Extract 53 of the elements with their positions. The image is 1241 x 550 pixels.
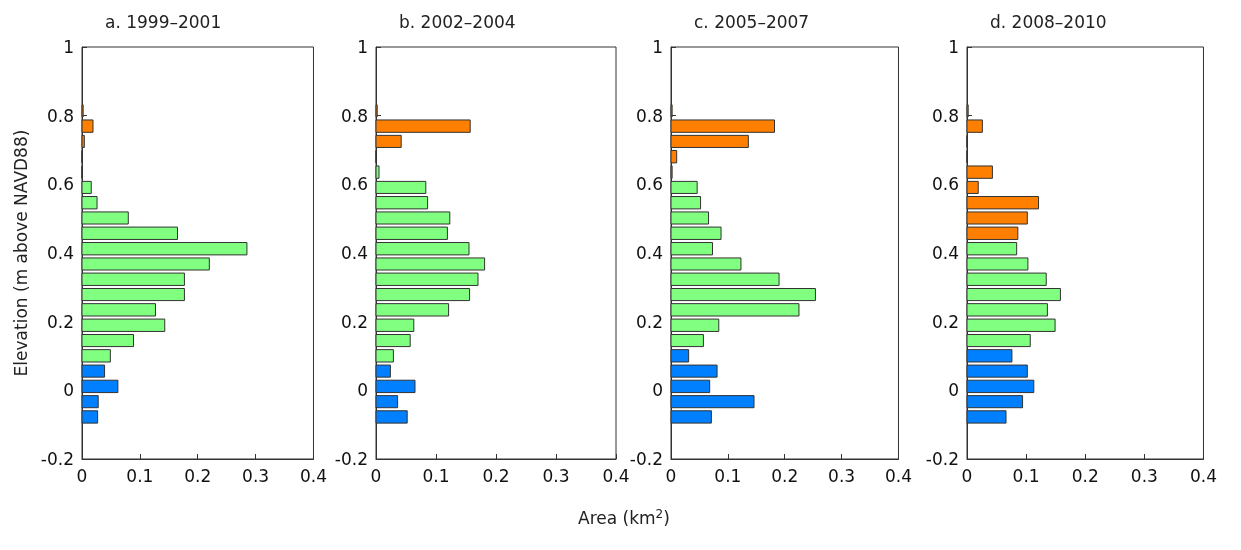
y-tick-label: 1 — [63, 37, 74, 57]
y-tick-label: 0.8 — [340, 105, 368, 126]
y-tick-label: 0.8 — [635, 105, 663, 126]
x-tick-label: 0.3 — [1130, 465, 1158, 486]
x-tick-label: 0 — [961, 465, 973, 486]
y-tick-label: 0.4 — [46, 243, 74, 263]
x-tick-label: 0.4 — [602, 465, 630, 486]
y-tick-label: 0.4 — [931, 243, 959, 263]
x-tick-label: 0.2 — [482, 465, 510, 486]
x-tick-label: 0 — [370, 465, 382, 486]
x-tick-label: 0.1 — [714, 465, 742, 486]
y-tick-label: 1 — [652, 37, 663, 57]
x-tick-label: 0.2 — [1071, 465, 1099, 486]
y-tick-label: -0.2 — [334, 449, 368, 469]
y-tick-label: 0.2 — [931, 311, 959, 332]
y-tick-label: 0.8 — [931, 105, 959, 126]
y-tick-label: -0.2 — [629, 449, 663, 469]
y-tick-label: -0.2 — [40, 449, 74, 469]
y-tick-label: 0.4 — [635, 243, 663, 263]
x-tick-label: 0 — [76, 465, 88, 486]
chart-title: a. 1999–2001 — [105, 11, 222, 32]
y-tick-label: 0.2 — [635, 311, 663, 332]
y-tick-label: 0.6 — [340, 174, 368, 195]
x-tick-label: 0.3 — [542, 465, 570, 486]
y-tick-label: 1 — [948, 37, 959, 57]
chart-title: d. 2008–2010 — [990, 11, 1107, 32]
x-tick-label: 0 — [665, 465, 677, 486]
x-tick-label: 0.3 — [828, 465, 856, 486]
y-tick-label: 0.8 — [46, 105, 74, 126]
y-tick-label: 0.6 — [635, 174, 663, 195]
y-tick-label: 0.2 — [340, 311, 368, 332]
y-tick-label: 0 — [652, 380, 663, 401]
y-tick-label: 0.6 — [931, 174, 959, 195]
y-tick-label: 0 — [948, 380, 959, 401]
y-tick-label: 0.4 — [340, 243, 368, 263]
chart-title: c. 2005–2007 — [694, 11, 810, 32]
x-tick-label: 0.2 — [184, 465, 212, 486]
x-tick-label: 0.4 — [1189, 465, 1218, 486]
y-tick-label: 0.2 — [46, 311, 74, 332]
y-tick-label: 1 — [357, 37, 368, 57]
y-tick-label: -0.2 — [925, 449, 959, 469]
y-tick-label: 0.6 — [46, 174, 74, 195]
x-tick-label: 0.1 — [1012, 465, 1040, 486]
x-tick-label: 0.2 — [771, 465, 799, 486]
x-tick-label: 0.4 — [884, 465, 913, 486]
x-tick-label: 0.1 — [126, 465, 154, 486]
chart-title: b. 2002–2004 — [399, 11, 516, 32]
x-tick-label: 0.4 — [299, 465, 328, 486]
y-tick-label: 0 — [63, 380, 74, 401]
y-axis-title: Elevation (m above NAVD88) — [11, 129, 32, 377]
x-tick-label: 0.1 — [422, 465, 450, 486]
y-tick-label: 0 — [357, 380, 368, 401]
x-tick-label: 0.3 — [242, 465, 270, 486]
